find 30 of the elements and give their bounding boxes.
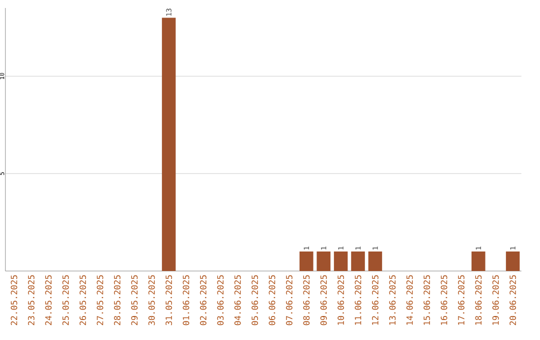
x-tick-label: 31.05.2025 xyxy=(166,275,172,326)
x-tick-label: 14.06.2025 xyxy=(406,275,413,325)
x-tick-label: 13.06.2025 xyxy=(389,275,396,325)
x-tick-label: 06.06.2025 xyxy=(268,275,276,326)
x-tick-label: 08.06.2025 xyxy=(303,275,310,326)
x-tick-label: 07.06.2025 xyxy=(286,275,292,326)
x-tick-label: 18.06.2025 xyxy=(475,275,482,325)
x-tick-label: 09.06.2025 xyxy=(320,275,327,326)
x-tick-label: 17.06.2025 xyxy=(458,275,464,325)
x-tick-label: 19.06.2025 xyxy=(492,275,499,325)
x-tick-label: 15.06.2025 xyxy=(424,275,430,325)
x-tick-label: 27.05.2025 xyxy=(96,275,104,326)
x-tick-label: 24.05.2025 xyxy=(45,275,52,326)
x-tick-label: 23.05.2025 xyxy=(28,275,34,326)
x-tick-label: 04.06.2025 xyxy=(234,275,241,326)
x-tick-label: 29.05.2025 xyxy=(131,275,138,326)
x-tick-label: 12.06.2025 xyxy=(372,275,378,325)
x-tick-label: 20.06.2025 xyxy=(510,275,516,326)
x-tick-label: 05.06.2025 xyxy=(252,275,258,326)
x-tick-label: 16.06.2025 xyxy=(440,275,448,325)
x-tick-label: 10.06.2025 xyxy=(338,275,344,325)
x-tick-label: 28.05.2025 xyxy=(114,275,120,326)
x-tick-label: 03.06.2025 xyxy=(217,275,224,326)
x-tick-label: 01.06.2025 xyxy=(182,275,190,326)
x-tick-label: 02.06.2025 xyxy=(200,275,206,326)
x-tick-label: 30.05.2025 xyxy=(148,275,155,326)
x-tick-label: 22.05.2025 xyxy=(10,275,18,326)
x-tick-label: 26.05.2025 xyxy=(80,275,86,326)
x-tick-label: 25.05.2025 xyxy=(62,275,69,326)
x-tick-label: 11.06.2025 xyxy=(354,275,362,325)
